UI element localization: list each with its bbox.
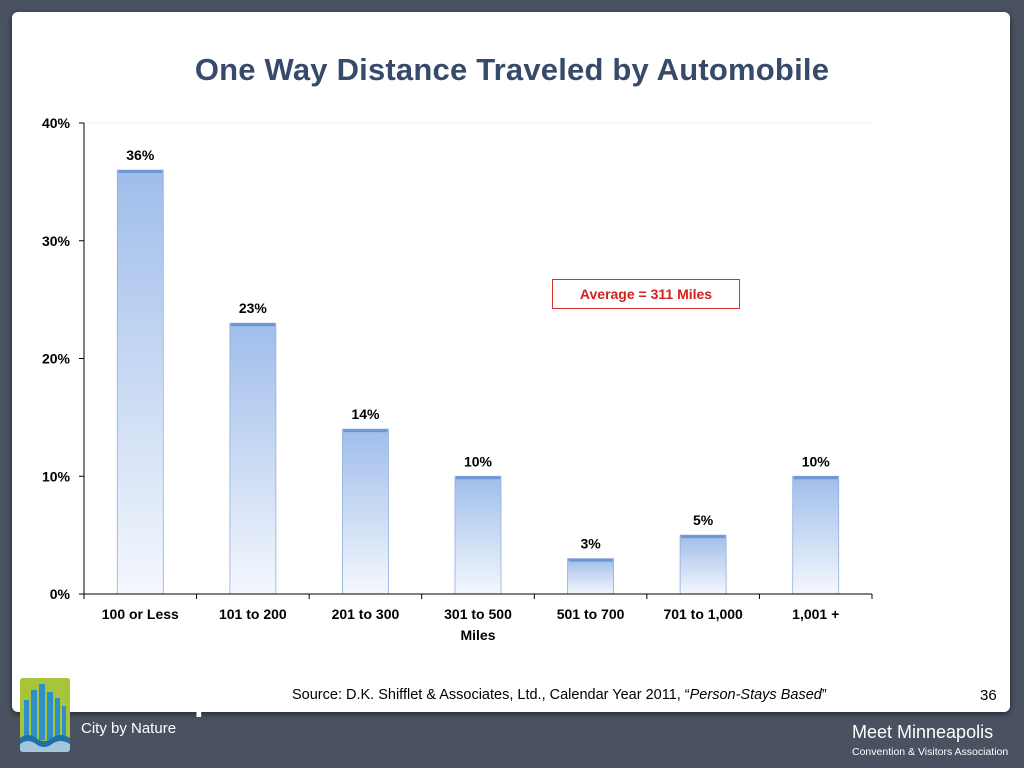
- x-tick-label-line: 501 to 700: [557, 606, 625, 622]
- bar-2: [229, 322, 277, 595]
- bar-top-edge-7: [793, 476, 838, 480]
- bar-6: [679, 534, 727, 595]
- bar-chart: 0% 10% 20% 30% 40% 100 or Less 101 to 200 201 …: [42, 115, 873, 643]
- bar-3: [342, 428, 389, 595]
- x-tick-label-line: 101 to 200: [219, 606, 287, 622]
- bar-1: [116, 169, 164, 595]
- bar-top-edge-2: [230, 323, 275, 327]
- source-prefix: Source: D.K. Shifflet & Associates, Ltd.…: [292, 687, 690, 703]
- source-suffix: ”: [821, 687, 827, 703]
- slide-canvas: [12, 12, 1010, 712]
- data-label-2: 23%: [239, 300, 268, 316]
- y-tick-label-2: 20%: [42, 351, 71, 367]
- bar-5: [567, 558, 614, 595]
- data-label-1: 36%: [126, 147, 155, 163]
- y-tick-label-1: 10%: [42, 468, 71, 484]
- data-label-3: 14%: [351, 406, 380, 422]
- y-tick-label-3: 30%: [42, 233, 71, 249]
- x-tick-label-line: Miles: [460, 627, 495, 643]
- source-italic: Person-Stays Based: [689, 687, 822, 703]
- city-tagline: City by Nature: [81, 720, 177, 737]
- skyline-logo-icon: [20, 678, 70, 752]
- x-tick-label-line: 301 to 500: [444, 606, 512, 622]
- data-label-5: 3%: [580, 536, 601, 552]
- data-label-7: 10%: [802, 453, 831, 469]
- x-tick-label-7: 1,001 +: [792, 606, 839, 622]
- org-name: Meet Minneapolis: [852, 722, 994, 742]
- x-tick-label-4: 301 to 500 Miles: [444, 606, 512, 643]
- bar-top-edge-1: [118, 170, 163, 174]
- x-tick-label-6: 701 to 1,000: [663, 606, 743, 622]
- bar-7: [792, 475, 840, 595]
- x-tick-label-line: 201 to 300: [332, 606, 400, 622]
- source-note: Source: D.K. Shifflet & Associates, Ltd.…: [292, 687, 827, 703]
- city-name: Minneapolis: [80, 680, 271, 718]
- org-subtitle: Convention & Visitors Association: [852, 746, 1009, 758]
- x-tick-label-2: 101 to 200: [219, 606, 287, 622]
- bar-4: [454, 475, 502, 595]
- page-number: 36: [980, 687, 997, 704]
- x-tick-label-line: 1,001 +: [792, 606, 839, 622]
- x-tick-label-line: 100 or Less: [102, 606, 179, 622]
- average-callout: Average = 311 Miles: [552, 279, 740, 309]
- bar-top-edge-5: [568, 558, 613, 562]
- data-label-6: 5%: [693, 512, 714, 528]
- bar-top-edge-4: [456, 476, 500, 480]
- y-tick-label-4: 40%: [42, 115, 71, 131]
- x-tick-label-1: 100 or Less: [102, 606, 179, 622]
- x-tick-label-5: 501 to 700: [557, 606, 625, 622]
- data-label-4: 10%: [464, 453, 493, 469]
- y-tick-label-0: 0%: [50, 586, 71, 602]
- x-tick-label-3: 201 to 300: [332, 606, 400, 622]
- chart-title: One Way Distance Traveled by Automobile: [194, 52, 830, 87]
- x-tick-label-line: 701 to 1,000: [663, 606, 743, 622]
- bar-top-edge-3: [343, 429, 388, 433]
- bar-top-edge-6: [681, 535, 726, 539]
